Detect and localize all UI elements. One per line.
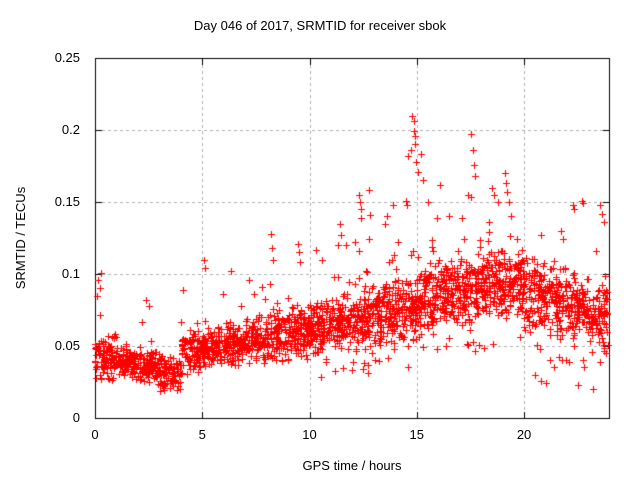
y-axis-label: SRMTID / TECUs bbox=[13, 186, 28, 290]
x-tick-label: 5 bbox=[198, 427, 206, 442]
chart-title: Day 046 of 2017, SRMTID for receiver sbo… bbox=[193, 18, 447, 33]
y-tick-label: 0.25 bbox=[54, 50, 80, 65]
y-tick-label: 0.2 bbox=[61, 122, 80, 137]
x-tick-label: 15 bbox=[409, 427, 425, 442]
x-axis-label: GPS time / hours bbox=[302, 458, 402, 473]
x-tick-label: 0 bbox=[91, 427, 99, 442]
y-tick-label: 0 bbox=[72, 410, 80, 425]
y-tick-label: 0.1 bbox=[61, 266, 80, 281]
y-tick-label: 0.15 bbox=[54, 194, 80, 209]
x-tick-label: 10 bbox=[302, 427, 317, 442]
y-tick-label: 0.05 bbox=[54, 338, 80, 353]
x-tick-label: 20 bbox=[516, 427, 532, 442]
